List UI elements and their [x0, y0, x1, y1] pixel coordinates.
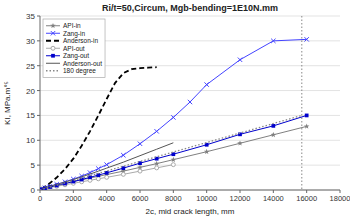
data-point — [188, 100, 192, 104]
legend-label: Anderson-in — [63, 37, 98, 44]
legend-box — [43, 19, 105, 78]
reference-line — [301, 16, 302, 190]
data-point — [96, 177, 100, 181]
series-line — [42, 143, 174, 189]
data-point — [138, 142, 142, 146]
data-point — [305, 114, 309, 118]
x-tick-label: 4000 — [98, 194, 115, 203]
data-point — [171, 157, 176, 162]
legend-marker — [51, 46, 55, 50]
x-tick-label: 2000 — [65, 194, 82, 203]
chart: 0 5 10 15 20 25 30 35 0 2000 4000 6000 8000 10000 1200… — [0, 0, 350, 218]
legend-swatch — [46, 40, 60, 42]
grid-line — [40, 190, 340, 191]
x-tick-label: 14000 — [263, 194, 284, 203]
series-line — [42, 126, 307, 189]
data-point — [271, 132, 276, 137]
data-point — [104, 162, 108, 166]
legend-marker — [51, 31, 55, 35]
data-point — [304, 124, 309, 129]
y-tick-label: 5 — [31, 161, 36, 170]
x-tick-label: 12000 — [230, 194, 251, 203]
legend: API-inZang-inAnderson-inAPI-outZang-outA… — [43, 19, 105, 78]
y-axis-label: KI, MPa.m°⁵ — [3, 81, 12, 125]
plot-marks — [40, 16, 309, 190]
title: Ri/t=50,Circum, Mgb-bending=1E10N.mm — [102, 3, 278, 13]
series-line — [42, 39, 307, 189]
y-axis — [40, 16, 41, 190]
legend-label: 180 degree — [63, 67, 96, 75]
grid-line — [40, 90, 340, 91]
data-point — [121, 172, 125, 176]
data-point — [204, 149, 209, 154]
x-tick-label: 0 — [38, 194, 42, 203]
x-tick-label: 10000 — [196, 194, 217, 203]
data-point — [154, 161, 159, 166]
data-point — [171, 163, 175, 167]
plot-area — [40, 16, 340, 190]
x-axis — [40, 190, 340, 191]
y-tick-label: 10 — [26, 136, 35, 145]
legend-marker — [51, 54, 55, 58]
y-tick-label: 25 — [26, 62, 35, 71]
x-axis-label: 2c, mid crack length, mm — [146, 207, 235, 216]
grid-line — [40, 115, 340, 116]
y-tick-label: 15 — [26, 111, 35, 120]
x-tick-label: 6000 — [132, 194, 149, 203]
x-tick-label: 16000 — [296, 194, 317, 203]
legend-label: Anderson-out — [63, 60, 102, 67]
legend-swatch — [46, 63, 60, 64]
y-tick-label: 35 — [26, 12, 35, 21]
grid-line — [40, 165, 340, 166]
data-point — [271, 39, 275, 43]
y-tick-label: 0 — [31, 186, 36, 195]
data-point — [271, 124, 275, 128]
legend-label: API-out — [63, 45, 85, 52]
data-point — [304, 37, 308, 41]
data-point — [238, 58, 242, 62]
data-point — [121, 153, 125, 157]
legend-swatch — [46, 70, 60, 71]
data-point — [105, 175, 109, 179]
data-point — [138, 169, 142, 173]
grid-line — [40, 16, 340, 17]
data-point — [237, 140, 242, 145]
series-line — [40, 115, 302, 190]
x-tick-label: 18000 — [330, 194, 350, 203]
legend-marker — [50, 23, 55, 28]
x-tick-label: 8000 — [165, 194, 182, 203]
data-point — [171, 115, 175, 119]
y-tick-label: 30 — [26, 37, 35, 46]
data-point — [204, 82, 208, 86]
data-point — [155, 166, 159, 170]
data-point — [154, 129, 158, 133]
legend-label: API-in — [63, 22, 81, 29]
y-tick-label: 20 — [26, 87, 35, 96]
